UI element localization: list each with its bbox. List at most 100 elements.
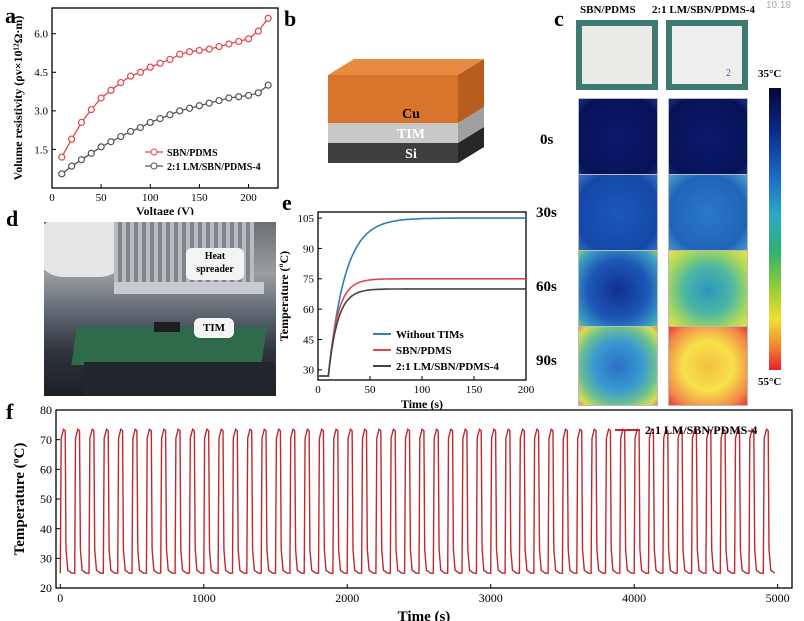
data-point <box>244 35 253 43</box>
data-point <box>58 170 66 178</box>
legend-label: SBN/PDMS <box>396 345 452 357</box>
data-point <box>176 50 184 58</box>
temperature-colorbar <box>769 88 781 370</box>
x-tick-label: 3000 <box>479 591 503 605</box>
data-point <box>68 135 76 143</box>
data-point <box>136 123 145 132</box>
y-tick-label: 4.5 <box>34 67 48 79</box>
panel-letter-f: f <box>6 399 14 424</box>
legend-label: Without TIMs <box>396 329 464 341</box>
x-tick-label: 150 <box>466 384 483 396</box>
data-point <box>77 156 86 164</box>
chart-a: 0 50 100 150 200 1.5 3.0 4.5 6.0 Voltage (V) Volum… <box>11 7 279 215</box>
y-tick-label: 50 <box>40 492 52 506</box>
data-point <box>195 102 203 110</box>
thermal-lm-60s <box>668 250 748 330</box>
x-tick-label: 50 <box>96 192 108 204</box>
y-tick-label: 1.5 <box>34 144 48 156</box>
data-point <box>156 59 164 67</box>
data-point <box>225 94 233 102</box>
data-point <box>166 111 174 119</box>
data-point <box>107 86 115 94</box>
y-axis-label: Temperature (ºC) <box>277 251 291 341</box>
data-point <box>68 162 76 170</box>
y-tick-label: 60 <box>303 304 315 316</box>
legend-marker <box>150 148 158 156</box>
data-point <box>117 132 125 141</box>
x-tick-label: 50 <box>365 384 377 396</box>
thermal-lm-30s <box>668 174 748 254</box>
data-point <box>254 27 262 35</box>
time-label-30s: 30s <box>536 205 557 221</box>
legend-label: 2:1 LM/SBN/PDMS-4 <box>396 361 499 373</box>
thermal-sbn-30s <box>578 174 658 254</box>
data-point <box>215 42 223 51</box>
x-tick-label: 1000 <box>192 591 216 605</box>
x-tick-label: 0 <box>57 591 63 605</box>
data-point <box>225 40 233 48</box>
plot-frame <box>51 7 279 189</box>
y-tick-label: 60 <box>40 463 52 477</box>
data-point <box>146 63 154 71</box>
x-tick-label: 100 <box>142 192 159 204</box>
series-line <box>59 428 776 574</box>
header-lm-sbn-pdms: 2:1 LM/SBN/PDMS-4 <box>652 4 755 16</box>
time-label-0s: 0s <box>540 132 554 148</box>
cu-side-face <box>458 59 484 123</box>
layer-label-si: Si <box>405 147 417 162</box>
data-point <box>254 89 262 97</box>
series-line <box>318 288 526 377</box>
tim-layer <box>328 123 458 143</box>
series-line <box>61 17 269 158</box>
y-tick-label: 70 <box>40 433 52 447</box>
legend-marker <box>150 162 158 170</box>
data-point <box>166 55 174 64</box>
y-tick-label: 80 <box>40 403 52 417</box>
y-tick-label: 6.0 <box>34 29 48 41</box>
sample-photo-lm: 2 <box>666 20 748 90</box>
data-point <box>127 72 135 80</box>
colorbar-bottom-label: 55°C <box>758 376 782 388</box>
legend-label: 2:1 LM/SBN/PDMS-4 <box>167 162 261 173</box>
layer-label-cu: Cu <box>402 107 420 122</box>
callout-heat-spreader: Heat spreader <box>186 248 244 280</box>
thermal-sbn-90s <box>578 326 658 406</box>
thermal-lm-0s <box>668 98 748 178</box>
data-point <box>176 107 184 115</box>
x-axis-label: Time (s) <box>398 609 451 621</box>
data-point <box>97 94 105 102</box>
device-photo: Heat spreader TIM <box>44 222 276 396</box>
data-point <box>146 118 154 127</box>
data-point <box>58 153 66 161</box>
header-sbn-pdms: SBN/PDMS <box>580 4 636 16</box>
y-tick-label: 75 <box>303 274 315 286</box>
chart-f: 0 1000 2000 3000 4000 5000 20 30 40 50 60 70 80 Time … <box>12 403 793 621</box>
panel-letter-c: c <box>554 6 564 31</box>
thermal-sbn-60s <box>578 250 658 330</box>
y-tick-label: 30 <box>303 365 315 377</box>
y-tick-label: 90 <box>303 243 315 255</box>
data-point <box>107 138 115 146</box>
x-tick-label: 4000 <box>622 591 646 605</box>
data-point <box>185 104 194 112</box>
x-tick-label: 5000 <box>766 591 790 605</box>
panel-letter-b: b <box>284 6 297 31</box>
data-point <box>77 118 86 127</box>
thermal-lm-90s <box>668 326 748 406</box>
y-axis-label: Volume resistivity (ρv×10¹²Ω·m) <box>11 16 25 181</box>
data-point <box>117 78 125 87</box>
layer-stack-diagram: Cu TIM Si <box>328 59 484 163</box>
data-point <box>127 127 135 136</box>
thermal-sbn-0s <box>578 98 658 178</box>
panel-letter-d: d <box>6 206 19 231</box>
data-point <box>264 14 272 22</box>
data-point <box>87 149 95 157</box>
data-point <box>235 93 243 101</box>
time-label-90s: 90s <box>536 353 557 369</box>
data-point <box>185 48 194 56</box>
y-axis-label: Temperature (ºC) <box>12 443 28 556</box>
y-tick-label: 20 <box>40 581 52 595</box>
time-label-60s: 60s <box>536 279 557 295</box>
y-tick-label: 3.0 <box>34 106 48 118</box>
colorbar-top-label: 35°C <box>758 68 782 80</box>
